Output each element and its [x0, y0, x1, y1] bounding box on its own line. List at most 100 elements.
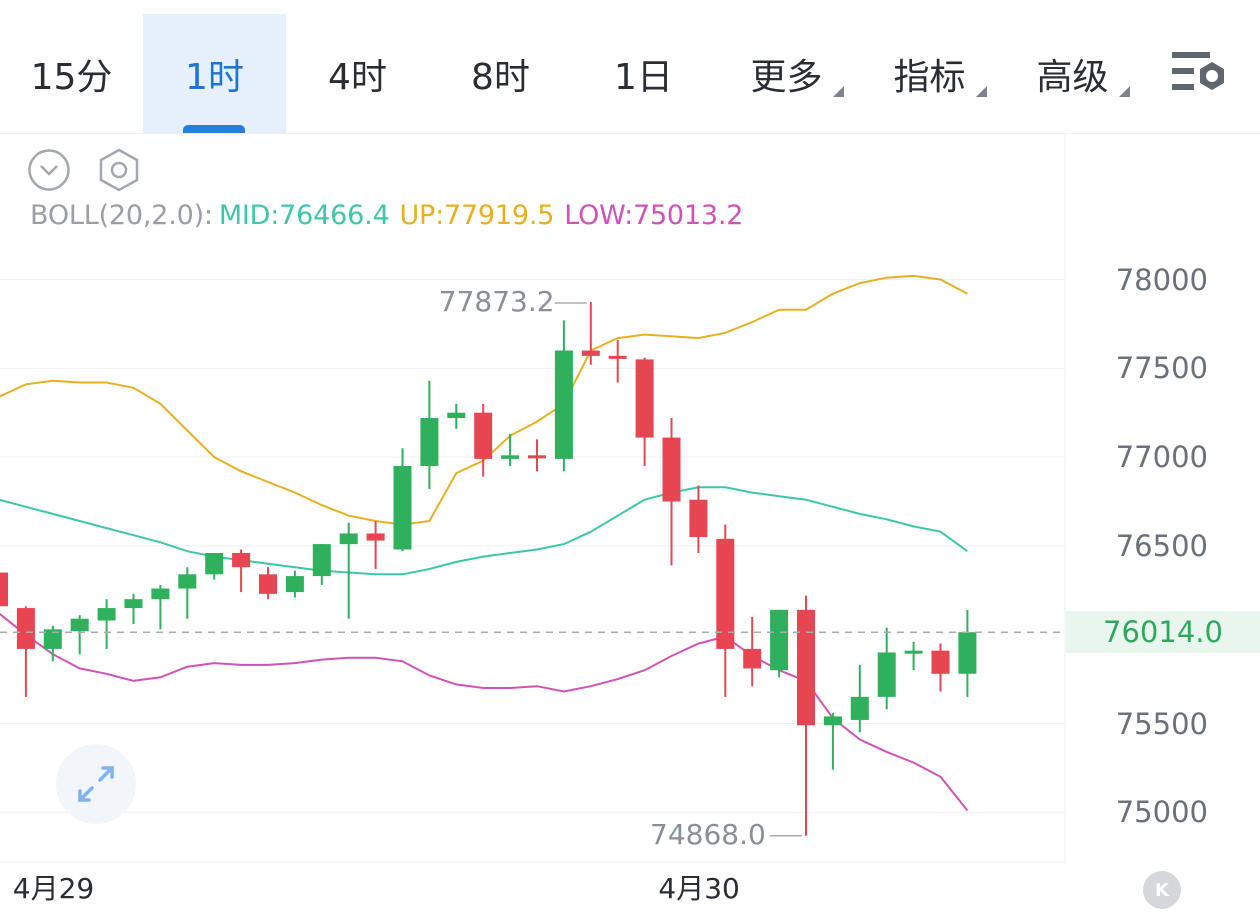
- expand-chart-button[interactable]: [56, 744, 136, 824]
- candle-body: [393, 465, 412, 550]
- chevron-down-circle-icon[interactable]: [27, 148, 71, 192]
- candle-body: [178, 574, 197, 589]
- kline-chart[interactable]: BOLL(20,2.0): MID:76466.4 UP:77919.5 LOW:75…: [0, 134, 1260, 913]
- candle: [581, 302, 600, 365]
- candle-body: [205, 553, 224, 575]
- candle: [608, 339, 627, 383]
- candle-body: [43, 629, 62, 649]
- scroll-to-latest-button[interactable]: K: [1143, 871, 1181, 909]
- date-tick-label: 4月30: [658, 872, 740, 905]
- candle-body: [420, 418, 439, 466]
- candle: [662, 418, 681, 566]
- candle-body: [823, 716, 842, 726]
- candle: [124, 593, 143, 625]
- boll-low-value: LOW:75013.2: [564, 200, 744, 231]
- tab-7[interactable]: 指标: [858, 14, 1001, 133]
- candle-body: [743, 648, 762, 669]
- tab-4[interactable]: 8时: [429, 14, 572, 133]
- tab-label: 4时: [328, 56, 387, 98]
- price-tick-label: 77000: [1115, 440, 1208, 475]
- candle-body: [97, 608, 116, 621]
- candlestick-plot[interactable]: [0, 134, 1260, 913]
- candle-body: [797, 609, 815, 726]
- candle-body: [608, 355, 627, 359]
- tab-3[interactable]: 4时: [286, 14, 429, 133]
- candle-body: [716, 538, 735, 649]
- boll-up-value: UP:77919.5: [399, 200, 555, 231]
- candle-body: [904, 650, 923, 654]
- dropdown-caret-icon: [976, 86, 987, 97]
- high-price-annotation: 77873.2: [438, 285, 555, 319]
- candle: [43, 625, 62, 662]
- candle: [151, 584, 170, 630]
- boll-indicator-legend: BOLL(20,2.0): MID:76466.4 UP:77919.5 LOW:75…: [30, 200, 753, 231]
- tab-label: 15分: [30, 56, 113, 98]
- tab-2[interactable]: 1时: [143, 14, 286, 133]
- candle-body: [581, 350, 600, 356]
- low-price-annotation: 74868.0: [650, 817, 766, 851]
- candle: [16, 606, 35, 697]
- boll-mid-value: MID:76466.4: [218, 200, 390, 231]
- candle: [205, 553, 224, 580]
- candle: [716, 524, 735, 697]
- candle: [474, 403, 493, 477]
- candle: [366, 521, 385, 569]
- tab-6[interactable]: 更多: [715, 14, 858, 133]
- price-tick-label: 75500: [1115, 706, 1208, 741]
- candle: [931, 643, 950, 692]
- tab-1[interactable]: 15分: [0, 14, 143, 133]
- candle-body: [689, 499, 708, 538]
- hexagon-gear-icon[interactable]: [96, 147, 142, 193]
- candle-body: [339, 533, 358, 545]
- candle-body: [232, 553, 251, 568]
- candle: [958, 609, 977, 697]
- candle-body: [528, 455, 546, 459]
- boll-mid-line: [0, 486, 968, 576]
- candle-body: [474, 412, 493, 459]
- tab-8[interactable]: 高级: [1001, 14, 1144, 133]
- candle: [797, 595, 815, 836]
- expand-arrows-icon: [78, 766, 114, 802]
- tab-label: 1时: [185, 56, 244, 98]
- candle-body: [501, 455, 520, 459]
- candle: [770, 609, 789, 678]
- candle: [339, 522, 358, 619]
- candle: [689, 485, 708, 554]
- candle-body: [850, 696, 869, 720]
- tab-label: 1日: [614, 56, 673, 98]
- candle: [528, 439, 546, 472]
- boll-name: BOLL(20,2.0):: [30, 200, 213, 231]
- price-tick-label: 77500: [1115, 351, 1208, 386]
- last-price-label: 76014.0: [1066, 611, 1260, 654]
- candle-body: [0, 572, 8, 607]
- timeframe-tab-bar: 15分 1时 4时 8时 1日 更多 指标 高级: [0, 0, 1260, 134]
- candle: [178, 567, 197, 619]
- chart-settings-icon[interactable]: [1170, 48, 1230, 96]
- price-tick-label: 78000: [1115, 262, 1208, 297]
- active-tab-indicator: [183, 125, 245, 133]
- scroll-to-latest-icon: K: [1155, 879, 1169, 901]
- date-tick-label: 4月29: [12, 872, 95, 905]
- candle-body: [662, 437, 681, 502]
- dropdown-caret-icon: [833, 86, 844, 97]
- candle: [743, 616, 762, 687]
- candle-body: [70, 618, 89, 632]
- price-tick-label: 76500: [1115, 528, 1208, 563]
- candle: [447, 403, 466, 429]
- tab-label: 更多: [750, 56, 823, 98]
- tab-label: 高级: [1036, 56, 1109, 98]
- candle-body: [770, 609, 789, 671]
- candle: [420, 380, 439, 490]
- tab-5[interactable]: 1日: [572, 14, 715, 133]
- price-tick-label: 75000: [1115, 795, 1208, 830]
- tab-label: 指标: [893, 56, 966, 98]
- candle: [635, 357, 654, 466]
- candle: [823, 712, 842, 770]
- candle-body: [958, 632, 977, 674]
- candle-body: [366, 533, 385, 541]
- candle: [232, 549, 251, 593]
- boll-low-line: [0, 612, 969, 812]
- candle: [259, 567, 277, 600]
- dropdown-caret-icon: [1119, 86, 1130, 97]
- candle: [285, 570, 304, 598]
